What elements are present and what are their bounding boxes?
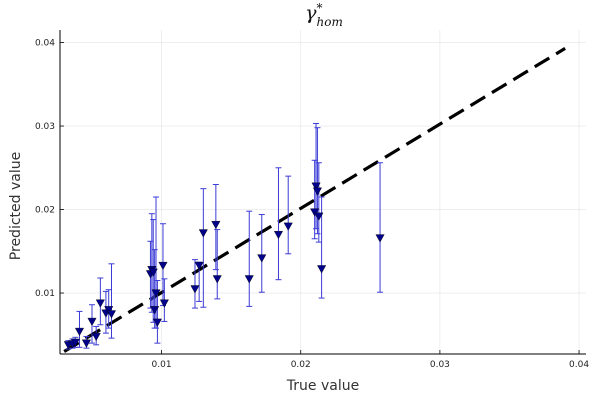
data-point-marker	[81, 339, 91, 348]
data-point-marker	[159, 299, 169, 308]
reference-line-group	[63, 47, 566, 353]
data-point-marker	[283, 222, 293, 231]
data-point-marker	[244, 275, 254, 284]
chart-title: γ* hom	[305, 1, 343, 29]
x-axis-label: True value	[286, 378, 359, 394]
data-point-marker	[70, 338, 80, 347]
data-point-marker	[257, 254, 267, 263]
y-axis-label: Predicted value	[8, 152, 24, 260]
data-point-marker	[212, 275, 222, 284]
data-point-marker	[312, 187, 322, 196]
data-point-marker	[273, 231, 284, 240]
data-point-marker	[194, 261, 204, 271]
reference-line	[63, 47, 566, 353]
data-point-marker	[106, 310, 117, 319]
data-point-marker	[311, 182, 321, 191]
data-point-marker	[150, 306, 160, 315]
data-point-marker	[314, 212, 324, 221]
data-point-marker	[190, 285, 200, 294]
data-point-marker	[152, 318, 162, 327]
data-point-marker	[151, 289, 161, 298]
data-point-marker	[317, 265, 327, 274]
y-tick-label: 0.04	[35, 39, 55, 49]
gridlines	[60, 30, 586, 354]
x-tick-label: 0.01	[152, 360, 172, 370]
chart-title-subscript: hom	[317, 15, 343, 29]
axes	[59, 30, 586, 355]
data-point-marker	[148, 268, 158, 277]
data-markers	[63, 182, 385, 350]
x-tick-label: 0.03	[430, 360, 450, 370]
chart-title-main: γ	[305, 2, 317, 24]
data-point-marker	[310, 208, 320, 217]
y-tick-label: 0.03	[35, 122, 55, 132]
data-point-marker	[211, 221, 221, 230]
x-tick-label: 0.02	[291, 360, 311, 370]
x-tick-label: 0.04	[569, 360, 589, 370]
data-point-marker	[74, 327, 85, 337]
chart-title-superscript: *	[317, 1, 323, 15]
data-point-marker	[198, 229, 208, 238]
data-point-marker	[158, 261, 168, 271]
tick-labels: 0.01 0.02 0.03 0.04 0.01 0.02 0.03 0.04	[35, 39, 589, 370]
data-point-marker	[104, 306, 114, 315]
y-tick-label: 0.02	[35, 206, 55, 216]
data-point-marker	[87, 317, 97, 327]
title: γ* hom	[305, 1, 343, 29]
data-point-marker	[95, 299, 105, 308]
data-point-marker	[375, 234, 385, 243]
data-point-marker	[91, 332, 101, 342]
y-tick-label: 0.01	[35, 289, 55, 299]
